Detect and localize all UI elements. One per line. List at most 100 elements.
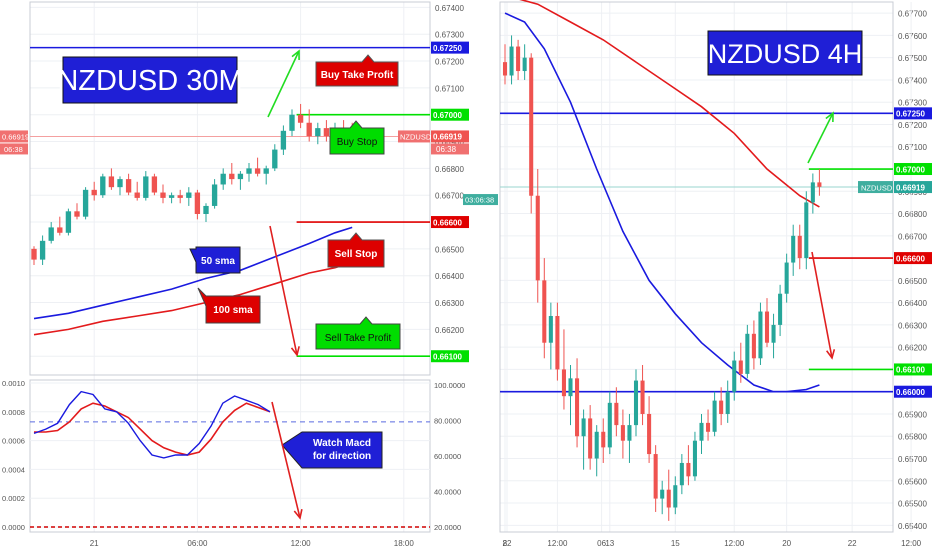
candle-body xyxy=(568,378,573,397)
candle-body xyxy=(660,489,665,499)
rsi-tick-label: 20.0000 xyxy=(434,523,461,532)
candle-body xyxy=(745,333,750,374)
candle-body xyxy=(522,57,527,72)
sell-stop-label: Sell Stop xyxy=(335,249,378,260)
price-tick-label: 0.67300 xyxy=(435,31,464,40)
macd-label-line-1: Watch Macd xyxy=(313,438,371,449)
countdown-label: 06:38 xyxy=(436,145,457,154)
candle-body xyxy=(315,128,321,137)
candle-body xyxy=(272,149,278,169)
candle-body xyxy=(160,192,166,198)
candle-body xyxy=(280,130,287,150)
macd-signal-line xyxy=(34,402,271,456)
price-tick-label: 0.67500 xyxy=(898,54,927,63)
sell-arrow-head xyxy=(290,346,300,357)
time-tick-label: 18:00 xyxy=(394,539,415,548)
sell-arrow xyxy=(269,225,298,356)
price-tick-label: 0.67200 xyxy=(898,121,927,130)
time-tick-label: 8 xyxy=(503,539,508,548)
price-tick-label: 0.65700 xyxy=(898,455,927,464)
macd-line xyxy=(33,390,271,459)
price-tag-label: 0.67000 xyxy=(433,111,462,120)
candle-body xyxy=(686,462,691,477)
sma-100-line xyxy=(33,261,353,336)
candle-body xyxy=(65,211,72,233)
candle-body xyxy=(555,315,560,370)
price-tag xyxy=(894,252,932,265)
buy-stop-callout xyxy=(329,120,385,155)
chart-title-4h: NZDUSD 4H xyxy=(708,39,863,69)
price-tick-label: 0.67200 xyxy=(435,58,464,67)
candle-body xyxy=(764,311,770,343)
candle-body xyxy=(82,189,89,217)
candle-body xyxy=(177,195,183,198)
candle-body xyxy=(653,454,658,499)
candle-body xyxy=(229,173,235,180)
time-tick-label: 12:00 xyxy=(724,539,745,548)
candle-body xyxy=(719,400,724,414)
sma50-callout xyxy=(189,246,241,274)
macd-label-line-2: for direction xyxy=(313,451,371,462)
candle-body xyxy=(804,202,809,259)
candle-body xyxy=(100,176,106,196)
candle-body xyxy=(297,114,304,123)
candle-body xyxy=(108,176,115,188)
candle-body xyxy=(712,400,717,432)
sell-tp-callout xyxy=(315,316,401,350)
indicator-panel: 0.0010 0.0008 0.0006 0.0004 0.0002 0.0000 100.… xyxy=(2,379,465,533)
buy-arrow-4h-head xyxy=(825,111,834,123)
price-tag-label: 0.66000 xyxy=(896,388,925,397)
price-tag xyxy=(894,107,932,120)
candle-body xyxy=(673,485,678,508)
candle-body xyxy=(74,211,80,217)
candle-body xyxy=(594,431,599,459)
symbol-tag-label: NZDUSD xyxy=(861,183,893,192)
rsi-tick-label: 100.0000 xyxy=(434,381,465,390)
price-tick-label: 0.66500 xyxy=(435,245,464,254)
price-tick-label: 0.66400 xyxy=(898,299,927,308)
candle-body xyxy=(548,315,553,343)
price-tick-label: 0.65400 xyxy=(898,522,927,531)
price-tick-label: 0.67300 xyxy=(898,99,927,108)
candle-body xyxy=(211,184,218,206)
time-tick-label: 22 xyxy=(848,539,857,548)
rsi-tick-label: 80.0000 xyxy=(434,417,461,426)
candle-body xyxy=(738,360,743,374)
macd-tick-label: 0.0006 xyxy=(2,437,25,446)
buy-arrow xyxy=(267,50,300,118)
candle-body xyxy=(48,227,54,241)
candle-body xyxy=(575,378,580,437)
candle-body xyxy=(509,46,514,76)
price-tick-label: 0.66200 xyxy=(898,344,927,353)
macd-arrow xyxy=(271,401,301,519)
price-tick-label: 0.65600 xyxy=(898,477,927,486)
candle-body xyxy=(561,369,566,397)
symbol-tag xyxy=(858,181,893,194)
candle-body xyxy=(516,46,521,72)
candle-body xyxy=(699,422,704,441)
candle-body xyxy=(529,57,534,196)
time-tick-label: 22 xyxy=(503,539,512,548)
candle-body xyxy=(771,324,776,343)
candle-body xyxy=(588,418,593,459)
macd-tick-label: 0.0004 xyxy=(2,465,25,474)
price-tick-label: 0.66300 xyxy=(435,299,464,308)
price-tag-label: 0.67000 xyxy=(896,165,925,174)
candle-body xyxy=(246,168,252,174)
price-tick-label: 0.66900 xyxy=(435,138,464,147)
time-tick-label: 12:00 xyxy=(547,539,568,548)
price-tag-label: 0.66919 xyxy=(896,183,925,192)
candle-body xyxy=(581,418,586,437)
candle-body xyxy=(306,122,312,137)
price-tick-label: 0.66800 xyxy=(435,165,464,174)
sma50-label: 50 sma xyxy=(201,256,235,267)
candle-body xyxy=(679,462,684,486)
price-tick-label: 0.65800 xyxy=(898,433,927,442)
time-tick-label: 12:00 xyxy=(901,539,922,548)
time-tick-label: 21 xyxy=(90,539,99,548)
macd-tick-label: 0.0002 xyxy=(2,494,25,503)
candle-body xyxy=(758,311,763,359)
candle-body xyxy=(134,192,140,198)
time-tick-label: 20 xyxy=(782,539,791,548)
